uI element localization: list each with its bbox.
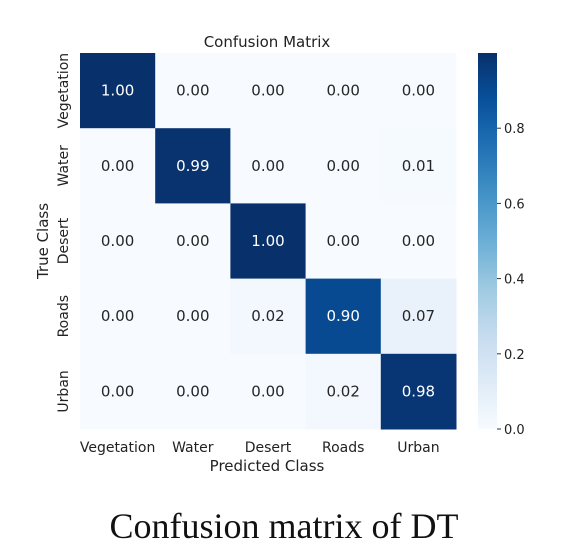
cell-value-label: 0.00	[101, 307, 134, 325]
heatmap-cells	[80, 53, 457, 430]
x-tick-label: Vegetation	[80, 440, 156, 456]
x-tick-label: Desert	[245, 440, 292, 456]
cell-value-label: 0.07	[402, 307, 435, 325]
y-tick-labels: Vegetation Water Desert Roads Urban	[56, 53, 72, 413]
heatmap-cell-labels: 1.00 0.00 0.00 0.00 0.00 0.00 0.99 0.00 0.00 0.01…	[101, 82, 435, 401]
cell-value-label: 0.90	[326, 307, 359, 325]
cell-value-label: 0.00	[326, 82, 359, 100]
x-tick-label: Urban	[397, 440, 439, 456]
y-tick-label: Desert	[56, 217, 72, 264]
cell-value-label: 1.00	[251, 232, 284, 250]
heatmap-cell	[380, 278, 457, 355]
cell-value-label: 0.99	[176, 157, 209, 175]
y-tick-label: Vegetation	[56, 53, 72, 129]
cell-value-label: 0.00	[176, 82, 209, 100]
cell-value-label: 0.00	[402, 82, 435, 100]
cell-value-label: 0.00	[101, 157, 134, 175]
colorbar-tick-label: 0.4	[504, 273, 525, 288]
heatmap-cell	[305, 53, 382, 129]
y-tick-label: Water	[56, 145, 72, 187]
heatmap-cell	[155, 128, 231, 204]
cell-value-label: 0.00	[101, 382, 134, 400]
colorbar-tick-label: 0.2	[504, 348, 525, 363]
y-tick-label: Urban	[56, 370, 72, 412]
heatmap-cell	[305, 353, 382, 430]
cell-value-label: 0.00	[251, 157, 284, 175]
colorbar-ticks: 0.0 0.2 0.4 0.6 0.8	[497, 122, 525, 438]
x-tick-labels: Vegetation Water Desert Roads Urban	[80, 440, 440, 456]
heatmap-cell	[230, 278, 307, 355]
colorbar-tick-label: 0.0	[504, 423, 525, 438]
colorbar-tick-label: 0.6	[504, 197, 525, 212]
x-tick-label: Water	[172, 440, 214, 456]
colorbar-tick-label: 0.8	[504, 122, 525, 137]
heatmap-cell	[380, 128, 457, 204]
heatmap-cell	[230, 353, 307, 430]
confusion-matrix-svg: Confusion Matrix 1.00 0.00 0.00 0.00 0.00 0.0…	[34, 33, 525, 475]
heatmap-cell	[230, 53, 307, 129]
heatmap-cell	[155, 278, 231, 355]
cell-value-label: 0.00	[251, 382, 284, 400]
cell-value-label: 0.00	[176, 382, 209, 400]
x-tick-label: Roads	[322, 440, 364, 456]
cell-value-label: 0.02	[251, 307, 284, 325]
heatmap-cell	[380, 203, 457, 280]
heatmap-cell	[80, 278, 156, 355]
x-axis-label: Predicted Class	[210, 457, 325, 475]
heatmap-cell	[155, 53, 231, 129]
heatmap-cell	[80, 203, 156, 280]
heatmap-cell	[80, 128, 156, 204]
heatmap-cell	[305, 278, 382, 355]
cell-value-label: 0.02	[326, 382, 359, 400]
y-axis-label: True Class	[34, 203, 52, 280]
chart-title: Confusion Matrix	[204, 33, 331, 51]
heatmap-cell	[305, 128, 382, 204]
heatmap-cell	[230, 203, 307, 280]
confusion-matrix-chart: Confusion Matrix 1.00 0.00 0.00 0.00 0.00 0.0…	[34, 33, 525, 475]
figure-caption: Confusion matrix of DT	[109, 506, 459, 546]
y-tick-label: Roads	[56, 295, 72, 337]
heatmap-cell	[305, 203, 382, 280]
heatmap-cell	[230, 128, 307, 204]
cell-value-label: 0.00	[101, 232, 134, 250]
cell-value-label: 0.00	[176, 232, 209, 250]
cell-value-label: 0.00	[326, 157, 359, 175]
cell-value-label: 0.00	[402, 232, 435, 250]
cell-value-label: 0.00	[176, 307, 209, 325]
colorbar	[478, 53, 497, 429]
heatmap-cell	[155, 203, 231, 280]
heatmap-cell	[155, 353, 231, 430]
cell-value-label: 0.01	[402, 157, 435, 175]
cell-value-label: 0.98	[402, 382, 435, 400]
heatmap-cell	[380, 353, 457, 430]
heatmap-cell	[80, 53, 156, 129]
cell-value-label: 0.00	[326, 232, 359, 250]
heatmap-cell	[80, 353, 156, 430]
cell-value-label: 1.00	[101, 82, 134, 100]
cell-value-label: 0.00	[251, 82, 284, 100]
heatmap-cell	[380, 53, 457, 129]
